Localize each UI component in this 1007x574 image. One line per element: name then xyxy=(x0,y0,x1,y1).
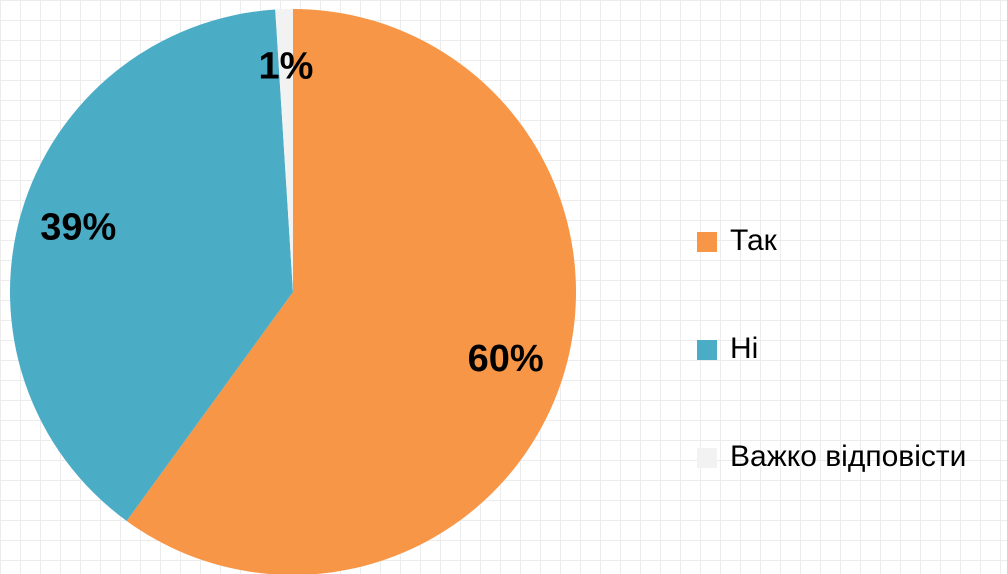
legend-label: Так xyxy=(730,224,778,257)
pie-slice xyxy=(275,9,293,292)
data-label: 1% xyxy=(259,46,314,88)
legend-label: Ні xyxy=(730,332,758,365)
pie-slice xyxy=(10,9,294,521)
legend-swatch xyxy=(697,340,717,360)
legend-swatch xyxy=(697,232,717,252)
pie-slice xyxy=(126,9,576,574)
legend-swatch xyxy=(697,448,717,468)
data-label: 60% xyxy=(468,338,544,380)
legend-label: Важко відповісти xyxy=(730,440,966,473)
data-label: 39% xyxy=(40,207,116,249)
